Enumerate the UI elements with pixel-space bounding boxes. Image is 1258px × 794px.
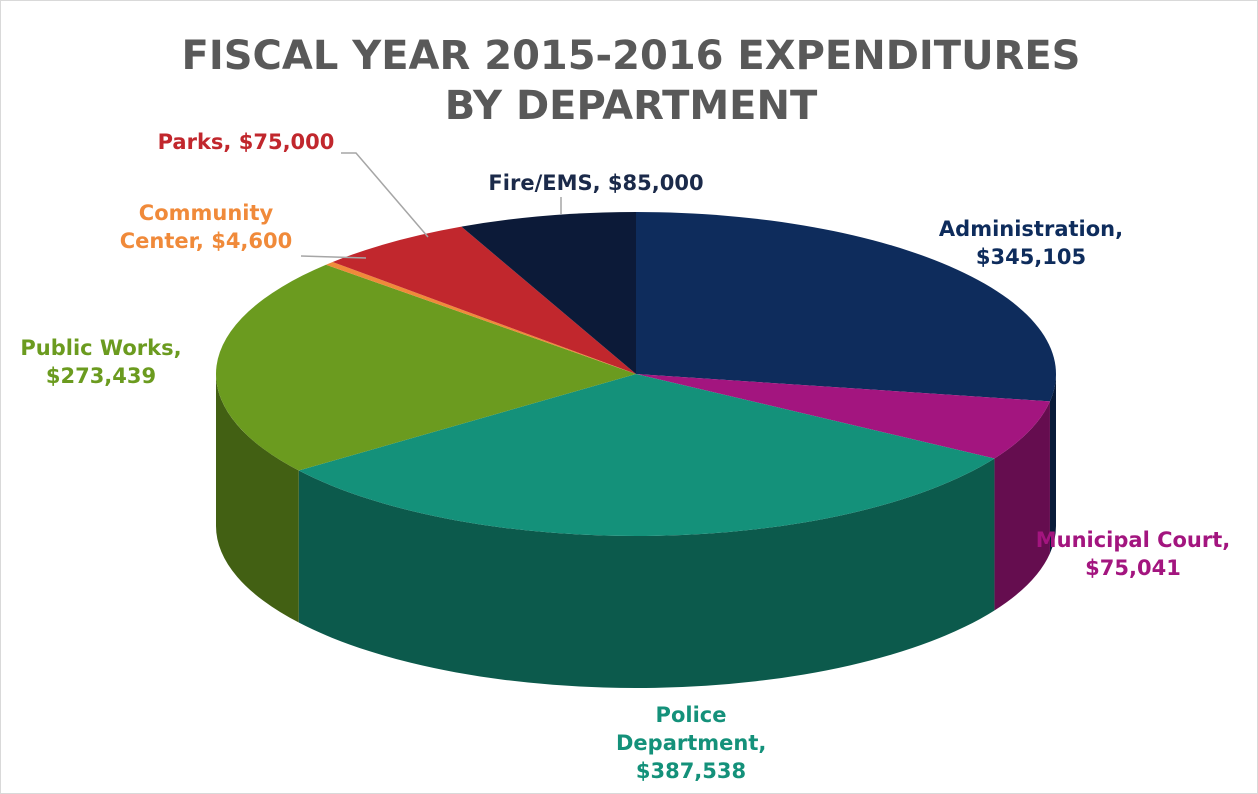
data-label: Public Works, $273,439 [6, 334, 196, 390]
data-label: Police Department, $387,538 [616, 701, 766, 785]
data-label: Parks, $75,000 [158, 128, 335, 156]
slice [215, 264, 636, 471]
label-category: Administration, [938, 217, 1124, 241]
label-category: Municipal Court, [1035, 528, 1231, 552]
label-value: $4,600 [211, 229, 293, 253]
slice [636, 374, 1050, 459]
slice [332, 226, 636, 374]
slice-side [1049, 374, 1056, 554]
data-label: Community Center, $4,600 [114, 199, 299, 255]
label-value: $75,000 [238, 130, 335, 154]
leader-line [300, 255, 367, 259]
slice [636, 212, 1057, 402]
label-category: Parks, [157, 130, 232, 154]
label-value: $387,538 [635, 759, 747, 783]
label-category: Community Center, [119, 201, 274, 253]
data-label: Administration, $345,105 [926, 215, 1136, 271]
slice-side [298, 458, 995, 688]
data-label: Fire/EMS, $85,000 [488, 169, 703, 197]
chart-title: FISCAL YEAR 2015-2016 EXPENDITURES BY DE… [181, 33, 1081, 129]
slice-side [994, 401, 1050, 611]
label-value: $75,041 [1085, 556, 1181, 580]
label-value: $273,439 [45, 364, 157, 388]
label-category: Public Works, [20, 336, 182, 360]
leader-line [341, 152, 429, 238]
slice [326, 261, 636, 374]
slice-side [216, 374, 299, 623]
label-category: Fire/EMS, [488, 171, 601, 195]
data-label: Municipal Court, $75,041 [1013, 526, 1253, 582]
slice [298, 374, 995, 536]
label-value: $345,105 [975, 245, 1087, 269]
label-category: Police Department, [616, 703, 767, 755]
label-value: $85,000 [607, 171, 704, 195]
slice [461, 212, 636, 374]
